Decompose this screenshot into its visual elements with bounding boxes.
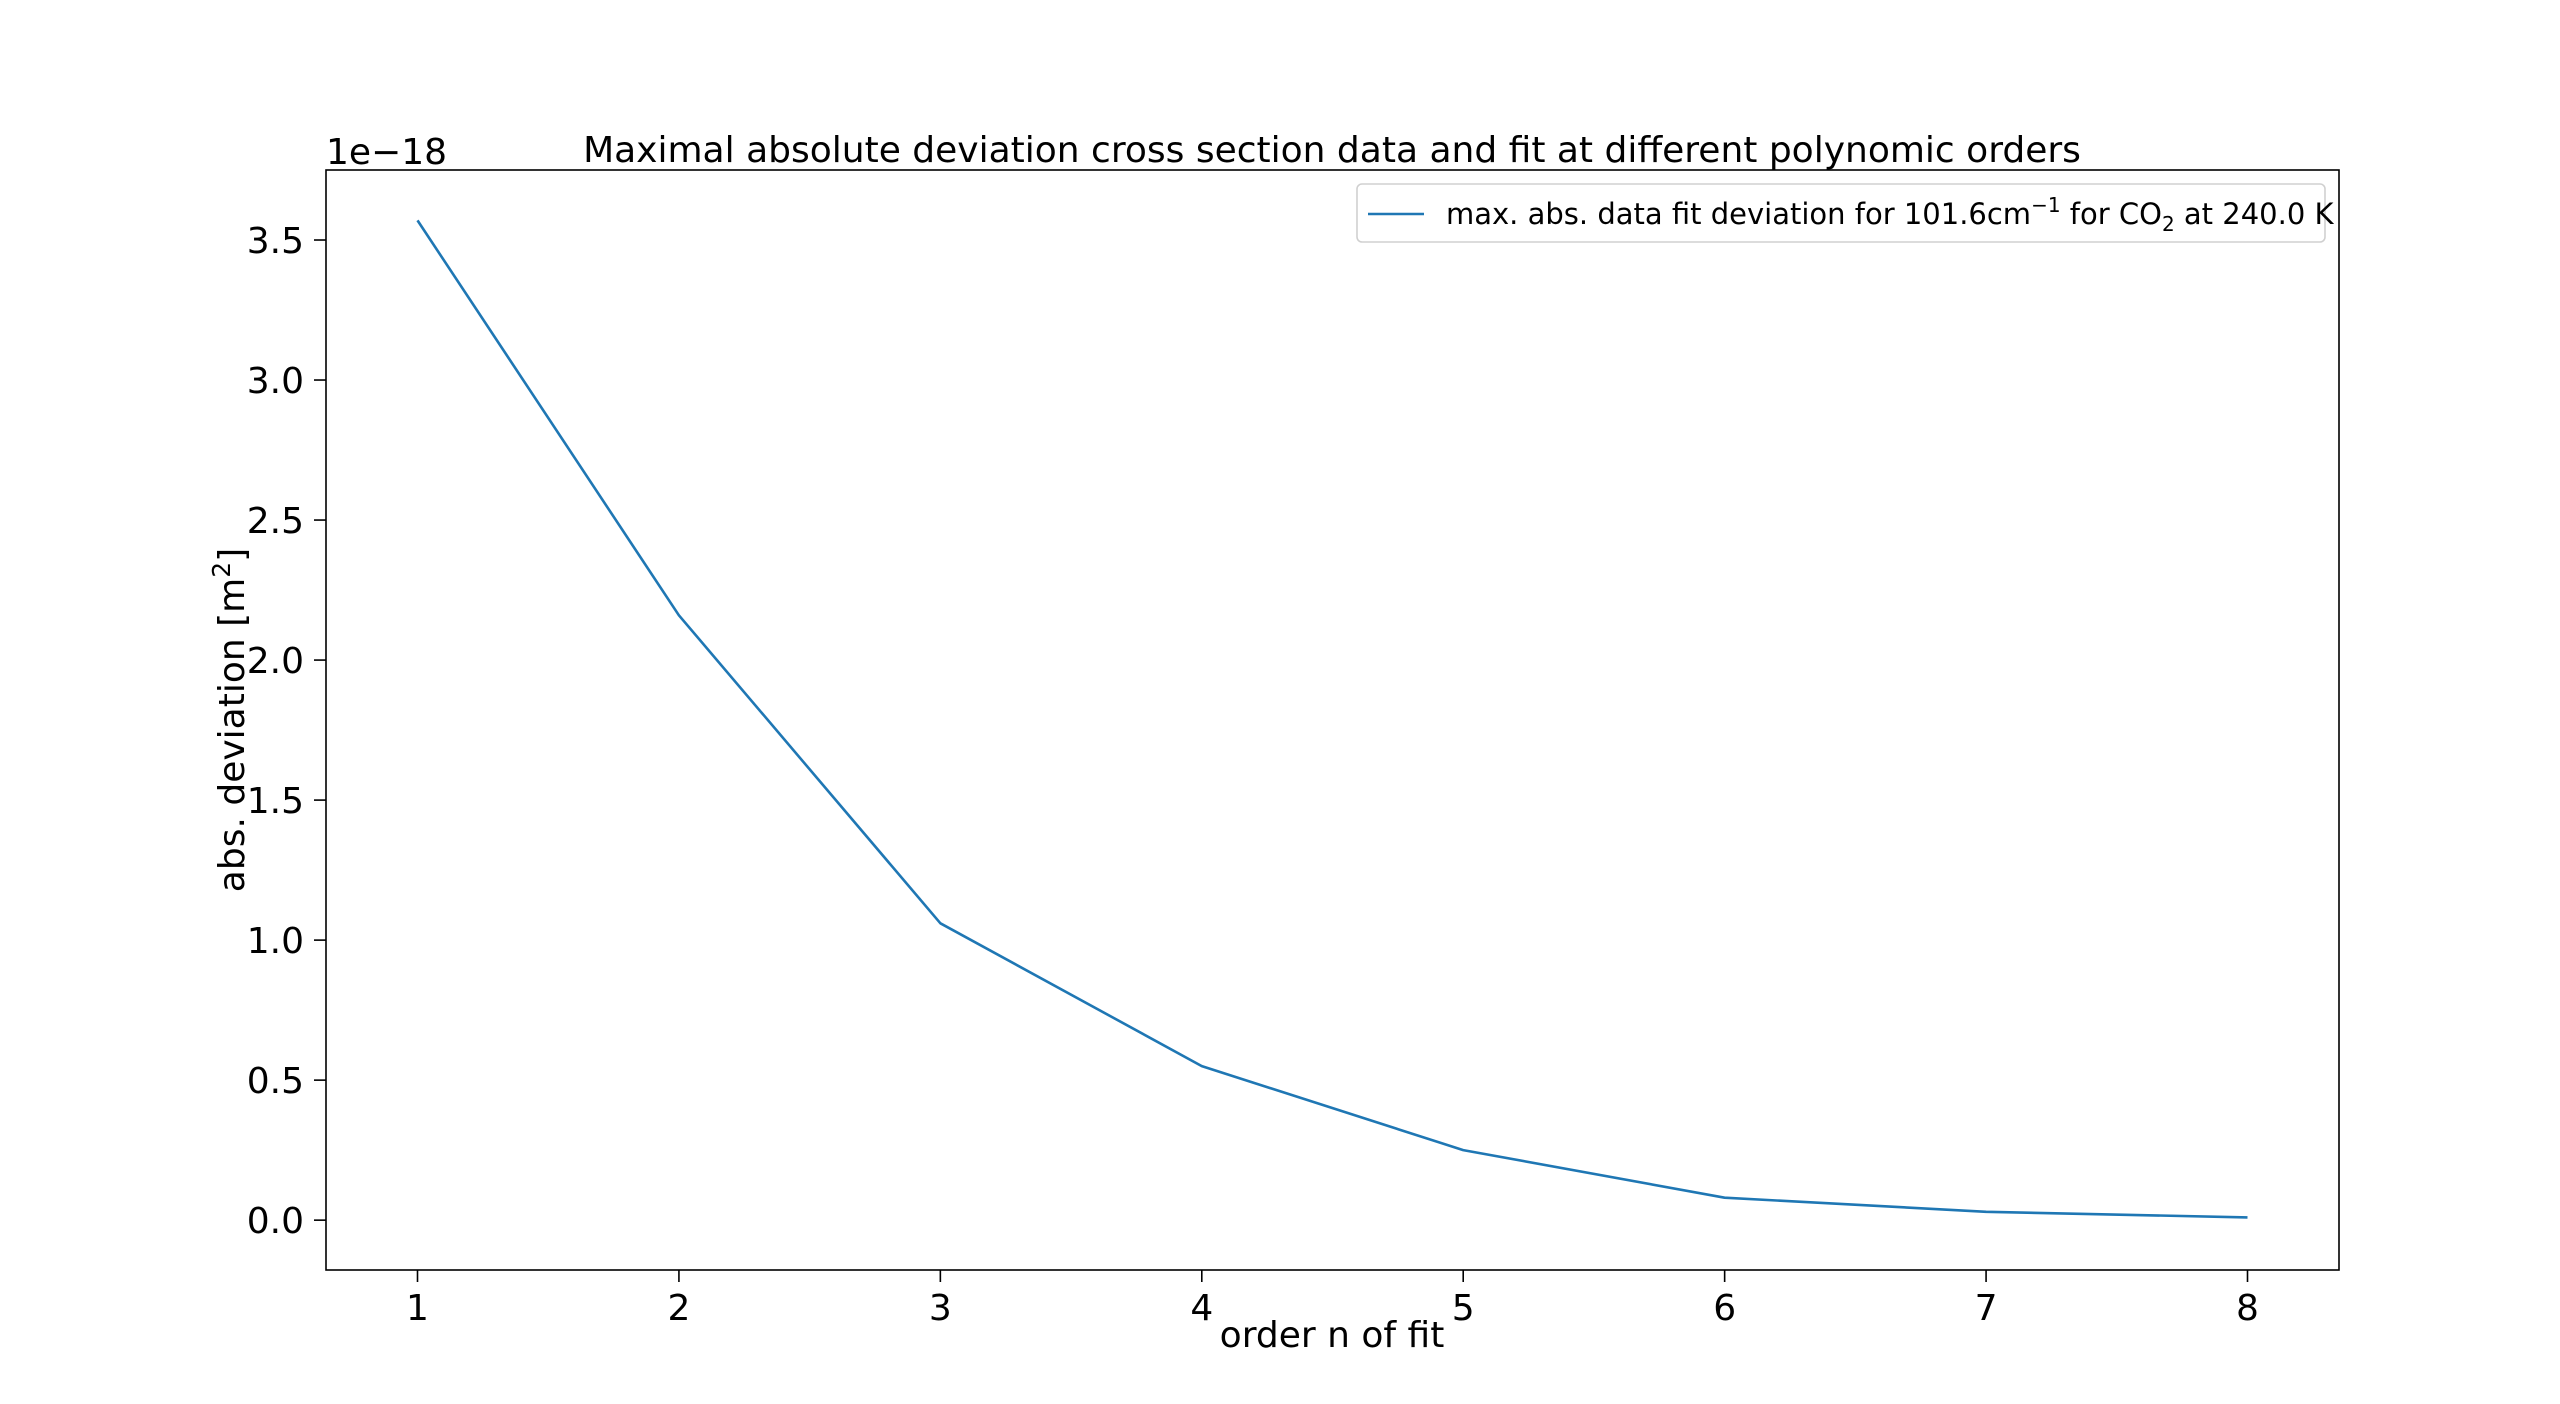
y-tick-label: 3.5: [247, 221, 304, 262]
x-tick-label: 5: [1452, 1288, 1475, 1329]
y-axis-label-superscript: 2: [207, 562, 236, 578]
x-tick-label: 1: [406, 1288, 429, 1329]
y-axis-label: abs. deviation [m2]: [207, 548, 253, 892]
legend-text-middle: for CO: [2061, 197, 2162, 231]
x-tick-label: 2: [667, 1288, 690, 1329]
x-tick-label: 3: [929, 1288, 952, 1329]
plot-frame: [325, 169, 2340, 1271]
series-line: [416, 219, 2248, 1219]
y-axis-label-base: abs. deviation [m: [212, 578, 253, 892]
plot-background: [326, 170, 2339, 1270]
chart-title: Maximal absolute deviation cross section…: [583, 130, 2081, 171]
x-tick-label: 6: [1713, 1288, 1736, 1329]
y-tick-label: 0.5: [247, 1061, 304, 1102]
x-tick-label: 8: [2236, 1288, 2259, 1329]
y-tick-label: 3.0: [247, 361, 304, 402]
y-offset-text: 1e−18: [326, 132, 447, 173]
y-tick-label: 1.0: [247, 921, 304, 962]
legend-box: [1356, 183, 2326, 243]
x-axis-label: order n of fit: [1220, 1315, 1445, 1356]
legend-entry: max. abs. data fit deviation for 101.6cm…: [1446, 193, 2334, 236]
y-tick-label: 2.5: [247, 501, 304, 542]
y-tick-label: 2.0: [247, 641, 304, 682]
legend-text-end: at 240.0 K: [2175, 197, 2335, 231]
x-tick-label: 7: [1975, 1288, 1998, 1329]
x-tick-label: 4: [1190, 1288, 1213, 1329]
y-tick-label: 0.0: [247, 1201, 304, 1242]
y-tick-label: 1.5: [247, 781, 304, 822]
legend-text-subscript: 2: [2162, 212, 2175, 236]
y-axis-label-close: ]: [212, 548, 253, 562]
y-axis-ticks: 0.0 0.5 1.0 1.5 2.0 2.5 3.0 3.5: [247, 221, 326, 1242]
legend-text-superscript: −1: [2031, 193, 2060, 217]
legend: max. abs. data fit deviation for 101.6cm…: [1356, 183, 2334, 243]
legend-text-main: max. abs. data fit deviation for 101.6cm: [1446, 197, 2031, 231]
x-axis-ticks: 1 2 3 4 5 6 7 8: [406, 1270, 2259, 1329]
